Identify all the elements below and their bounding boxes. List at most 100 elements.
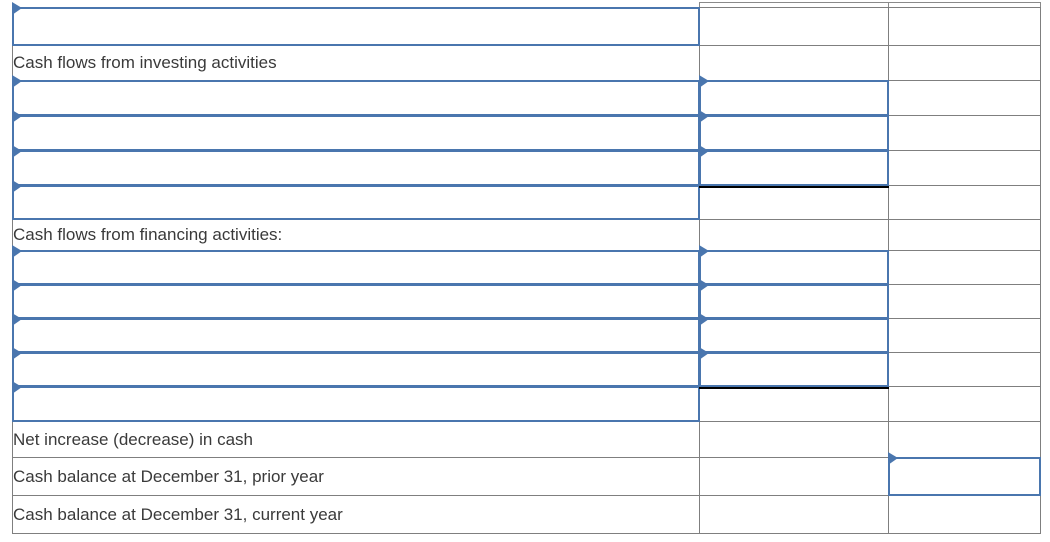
subtotal-rule	[699, 387, 889, 389]
input-cell-r4c2	[699, 110, 889, 151]
empty-cell-r14c2	[699, 457, 889, 496]
answer-box[interactable]	[12, 110, 700, 151]
answer-box[interactable]	[12, 2, 700, 46]
dropdown-flag-icon	[699, 245, 709, 258]
worksheet-row: Cash balance at December 31, prior year	[12, 452, 1041, 496]
answer-box[interactable]	[699, 347, 889, 387]
dropdown-flag-icon	[699, 313, 709, 326]
empty-cell-r15c2	[699, 495, 889, 534]
answer-box[interactable]	[12, 180, 700, 220]
dropdown-flag-icon	[699, 110, 709, 123]
worksheet-row	[12, 180, 1041, 220]
worksheet-row	[12, 381, 1041, 422]
worksheet-row	[12, 347, 1041, 389]
label-investing-activities: Cash flows from investing activities	[12, 45, 700, 81]
empty-cell-r2c3	[888, 45, 1041, 81]
grid-top-edge-divider	[888, 2, 889, 8]
label-cash-balance-current: Cash balance at December 31, current yea…	[12, 495, 700, 534]
empty-cell-r4c3	[888, 115, 1041, 151]
answer-box[interactable]	[12, 245, 700, 285]
dropdown-flag-icon	[699, 347, 709, 360]
answer-box[interactable]	[12, 145, 700, 186]
dropdown-flag-icon	[699, 75, 709, 88]
total-cell-r13c3	[888, 421, 1041, 458]
empty-cell-r10c3	[888, 318, 1041, 353]
dropdown-flag-icon	[12, 145, 22, 158]
answer-box[interactable]	[12, 75, 700, 116]
worksheet-grid: Cash flows from investing activities	[12, 2, 1041, 534]
dropdown-flag-icon	[699, 279, 709, 292]
empty-cell-r1c3	[888, 7, 1041, 46]
dropdown-flag-icon	[888, 452, 898, 465]
label-cash-balance-prior: Cash balance at December 31, prior year	[12, 457, 700, 496]
dropdown-flag-icon	[699, 145, 709, 158]
dropdown-flag-icon	[12, 2, 22, 15]
empty-cell-r11c3	[888, 352, 1041, 387]
answer-box[interactable]	[12, 381, 700, 422]
empty-cell-r2c2	[699, 45, 889, 81]
dropdown-flag-icon	[12, 279, 22, 292]
empty-cell-r3c3	[888, 80, 1041, 116]
answer-box[interactable]	[699, 75, 889, 116]
cash-flow-worksheet: Cash flows from investing activities	[12, 2, 1041, 534]
worksheet-row	[12, 110, 1041, 151]
answer-box[interactable]	[12, 347, 700, 387]
empty-cell-r7c3	[888, 219, 1041, 251]
empty-cell-r6c3	[888, 185, 1041, 220]
dropdown-flag-icon	[12, 313, 22, 326]
empty-cell-r6c2	[699, 185, 889, 220]
input-cell-r8c1	[12, 245, 700, 285]
dropdown-flag-icon	[12, 110, 22, 123]
answer-box[interactable]	[699, 145, 889, 186]
empty-cell-r5c3	[888, 150, 1041, 186]
grid-top-edge	[699, 2, 1041, 8]
input-cell-r8c2	[699, 245, 889, 285]
input-cell-r3c2	[699, 75, 889, 116]
empty-cell-r9c3	[888, 284, 1041, 319]
input-cell-r12c1	[12, 381, 700, 422]
answer-box[interactable]	[12, 279, 700, 319]
total-cell-r15c3	[888, 495, 1041, 534]
input-cell-r5c2	[699, 145, 889, 188]
worksheet-row: Cash flows from investing activities	[12, 45, 1041, 81]
dropdown-flag-icon	[12, 245, 22, 258]
answer-box[interactable]	[699, 313, 889, 353]
input-cell-r9c2	[699, 279, 889, 319]
answer-box[interactable]	[12, 313, 700, 353]
label-net-increase: Net increase (decrease) in cash	[12, 421, 700, 458]
empty-cell-r8c3	[888, 250, 1041, 285]
worksheet-row	[12, 75, 1041, 116]
answer-box[interactable]	[699, 110, 889, 151]
worksheet-row	[12, 2, 1041, 46]
dropdown-flag-icon	[12, 180, 22, 193]
worksheet-row: Cash flows from financing activities:	[12, 219, 1041, 251]
worksheet-row	[12, 145, 1041, 188]
input-cell-r5c1	[12, 145, 700, 186]
input-cell-r10c2	[699, 313, 889, 353]
dropdown-flag-icon	[12, 381, 22, 394]
empty-cell-r13c2	[699, 421, 889, 458]
input-cell-r3c1	[12, 75, 700, 116]
input-cell-r4c1	[12, 110, 700, 151]
worksheet-row	[12, 313, 1041, 353]
dropdown-flag-icon	[12, 347, 22, 360]
empty-cell-r7c2	[699, 219, 889, 251]
input-cell-r10c1	[12, 313, 700, 353]
worksheet-row	[12, 245, 1041, 285]
answer-box[interactable]	[888, 452, 1041, 496]
worksheet-row	[12, 279, 1041, 319]
answer-box[interactable]	[699, 245, 889, 285]
empty-cell-r1c2	[699, 7, 889, 46]
worksheet-row: Cash balance at December 31, current yea…	[12, 495, 1041, 534]
answer-box[interactable]	[699, 279, 889, 319]
worksheet-row: Net increase (decrease) in cash	[12, 421, 1041, 458]
input-cell-r1c1	[12, 2, 700, 46]
input-cell-r6c1	[12, 180, 700, 220]
subtotal-rule	[699, 186, 889, 188]
dropdown-flag-icon	[12, 75, 22, 88]
input-cell-r11c1	[12, 347, 700, 387]
empty-cell-r12c2	[699, 386, 889, 422]
input-cell-r9c1	[12, 279, 700, 319]
input-cell-r11c2	[699, 347, 889, 389]
input-cell-r14c3	[888, 452, 1041, 496]
